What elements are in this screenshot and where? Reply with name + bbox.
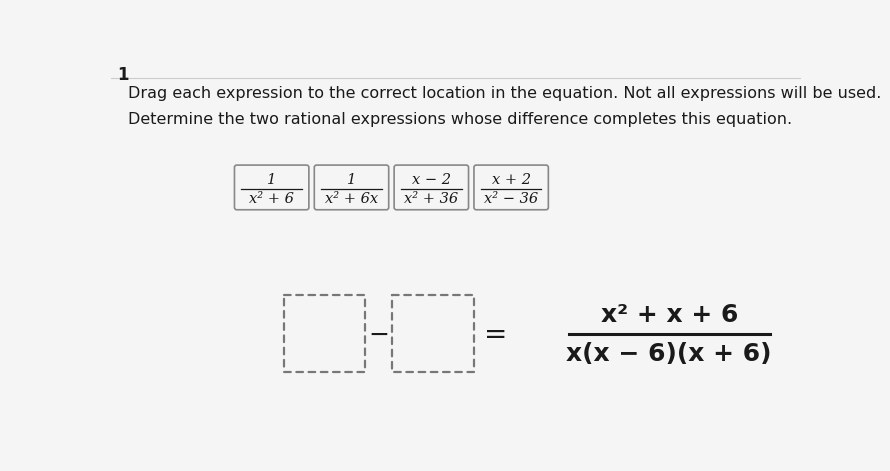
FancyBboxPatch shape (234, 165, 309, 210)
Text: Determine the two rational expressions whose difference completes this equation.: Determine the two rational expressions w… (128, 112, 792, 127)
Text: −: − (368, 323, 389, 347)
Text: x² + 6: x² + 6 (249, 192, 294, 206)
Bar (284, 295, 365, 372)
Bar (392, 295, 473, 372)
Text: Drag each expression to the correct location in the equation. Not all expression: Drag each expression to the correct loca… (128, 86, 882, 101)
Text: x − 2: x − 2 (412, 173, 451, 187)
Text: x + 2: x + 2 (491, 173, 530, 187)
FancyBboxPatch shape (314, 165, 389, 210)
FancyBboxPatch shape (394, 165, 468, 210)
Text: x² + 6x: x² + 6x (325, 192, 378, 206)
FancyBboxPatch shape (474, 165, 548, 210)
Text: x² − 36: x² − 36 (484, 192, 538, 206)
Text: 1: 1 (267, 173, 276, 187)
Text: x² + x + 6: x² + x + 6 (601, 303, 738, 327)
Text: 1: 1 (117, 66, 129, 84)
Text: 1: 1 (347, 173, 356, 187)
Text: x(x − 6)(x + 6): x(x − 6)(x + 6) (567, 342, 772, 366)
Text: x² + 36: x² + 36 (404, 192, 458, 206)
Text: =: = (483, 321, 507, 349)
